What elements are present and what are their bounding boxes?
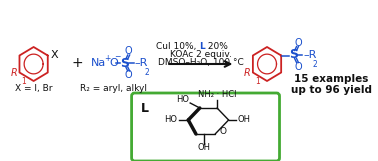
Text: OH: OH — [197, 143, 210, 152]
Text: L: L — [141, 101, 149, 114]
Text: 1: 1 — [22, 76, 26, 85]
Text: CuI 10%,: CuI 10%, — [156, 42, 199, 51]
Text: DMSO–H₂O, 100 °C: DMSO–H₂O, 100 °C — [158, 57, 244, 66]
Text: L: L — [199, 42, 204, 51]
Text: S: S — [289, 48, 298, 61]
Text: KOAc 2 equiv.: KOAc 2 equiv. — [170, 49, 232, 58]
Text: R₂ = aryl, alkyl: R₂ = aryl, alkyl — [80, 84, 147, 93]
Text: 2: 2 — [144, 68, 149, 77]
Text: 20%: 20% — [204, 42, 228, 51]
Text: Na: Na — [91, 58, 107, 68]
Text: X = I, Br: X = I, Br — [15, 84, 53, 93]
Text: HO: HO — [176, 95, 189, 104]
Text: R: R — [244, 67, 251, 77]
Text: up to 96 yield: up to 96 yield — [291, 85, 372, 95]
Text: HO: HO — [164, 115, 178, 124]
Text: O: O — [125, 46, 133, 56]
Text: O: O — [219, 128, 226, 137]
Text: –R: –R — [303, 49, 317, 60]
Text: O: O — [125, 70, 133, 80]
Text: O: O — [294, 38, 302, 47]
Text: −: − — [114, 52, 120, 62]
Text: 15 examples: 15 examples — [294, 74, 369, 84]
Text: OH: OH — [237, 115, 251, 124]
FancyBboxPatch shape — [132, 93, 279, 161]
Text: 2: 2 — [313, 60, 318, 68]
Text: NH₂ · HCl: NH₂ · HCl — [198, 90, 236, 99]
Text: R: R — [11, 67, 17, 77]
Text: 1: 1 — [255, 76, 260, 85]
Text: S: S — [120, 57, 129, 70]
Text: +: + — [71, 56, 83, 70]
Text: X: X — [51, 49, 58, 60]
Text: O: O — [294, 62, 302, 71]
Text: +: + — [105, 53, 111, 62]
Text: O: O — [109, 58, 118, 68]
Text: –R: –R — [135, 58, 148, 68]
